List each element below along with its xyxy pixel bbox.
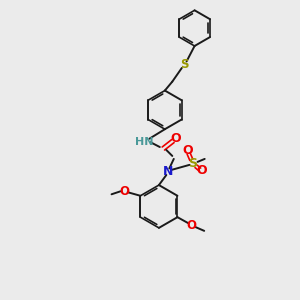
Text: HN: HN bbox=[135, 137, 153, 147]
Text: O: O bbox=[183, 144, 194, 157]
Text: N: N bbox=[163, 165, 173, 178]
Text: O: O bbox=[197, 164, 207, 177]
Text: S: S bbox=[189, 157, 198, 170]
Text: O: O bbox=[170, 132, 181, 145]
Text: O: O bbox=[119, 185, 129, 198]
Text: S: S bbox=[180, 58, 188, 71]
Text: O: O bbox=[187, 219, 197, 232]
